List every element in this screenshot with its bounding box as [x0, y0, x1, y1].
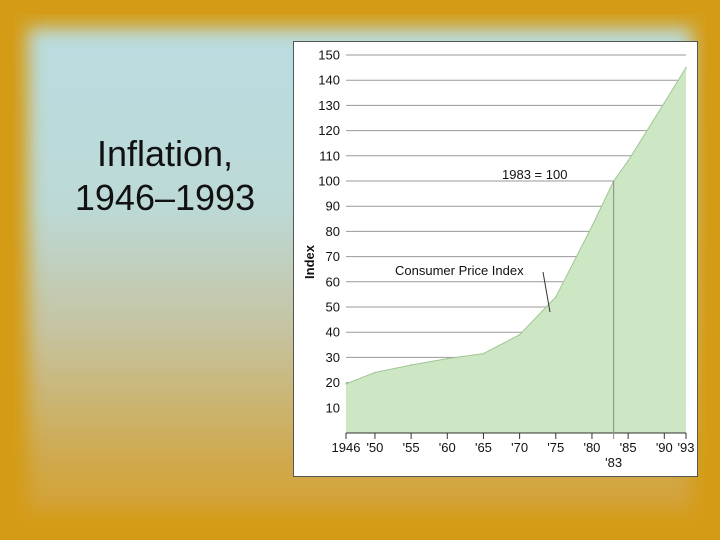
slide-title: Inflation, 1946–1993: [40, 132, 290, 220]
y-tick-label: 140: [318, 73, 340, 88]
x-tick-label: '60: [439, 440, 456, 455]
y-tick-label: 40: [326, 325, 340, 340]
y-tick-label: 50: [326, 300, 340, 315]
y-tick-label: 150: [318, 48, 340, 63]
cpi-data-point: [446, 357, 449, 360]
y-tick-label: 130: [318, 98, 340, 113]
slide-title-line-1: Inflation,: [96, 133, 234, 174]
cpi-data-point: [374, 371, 376, 374]
x-tick-label: '80: [583, 440, 600, 455]
cpi-data-point: [685, 66, 687, 69]
y-tick-label: 100: [318, 174, 340, 189]
cpi-data-point: [482, 352, 485, 355]
cpi-line: [345, 67, 687, 385]
y-tick-label: 10: [326, 400, 340, 415]
y-tick-label: 20: [326, 375, 340, 390]
cpi-data-point: [627, 160, 629, 162]
x-tick-label: '90: [656, 440, 673, 455]
cpi-area: [346, 67, 686, 433]
y-tick-label: 80: [326, 224, 340, 239]
cpi-data-point: [554, 296, 557, 298]
cpi-data-point: [518, 333, 521, 336]
x-tick-label: '65: [475, 440, 492, 455]
x-tick-label: '55: [403, 440, 420, 455]
axis-layer: [345, 181, 687, 439]
y-tick-label: 30: [326, 350, 340, 365]
cpi-data-point: [410, 364, 412, 366]
x-tick-label: '70: [511, 440, 528, 455]
annotation-series-label: Consumer Price Index: [395, 263, 524, 278]
y-axis-title: Index: [302, 244, 317, 279]
cpi-data-point: [663, 102, 666, 104]
x-tick-label: '85: [620, 440, 637, 455]
y-tick-label: 90: [326, 199, 340, 214]
cpi-area-chart: 10 20 30 40 50 60 70 80 90 100 110 120 130 140 150 1946…: [302, 48, 694, 471]
label-layer: 10 20 30 40 50 60 70 80 90 100 110 120 130 140 150 1946…: [318, 48, 694, 471]
x-tick-label: '50: [366, 440, 383, 455]
y-tick-label: 120: [318, 123, 340, 138]
chart-panel: 10 20 30 40 50 60 70 80 90 100 110 120 130 140 150 1946…: [293, 41, 698, 477]
slide-title-line-2: 1946–1993: [74, 177, 256, 218]
cpi-data-point: [345, 383, 347, 385]
x-tick-label: '93: [678, 440, 695, 455]
cpi-data-point: [591, 225, 593, 228]
x-tick-label: 1946: [332, 440, 361, 455]
annotation-base-year: 1983 = 100: [502, 167, 567, 182]
y-tick-label: 70: [326, 249, 340, 264]
y-tick-label: 110: [319, 148, 340, 163]
annotation-leader-line: [542, 271, 551, 313]
reference-line-label: '83: [605, 455, 622, 470]
area-layer: [345, 66, 687, 433]
x-tick-label: '75: [547, 440, 564, 455]
y-tick-label: 60: [326, 274, 340, 289]
